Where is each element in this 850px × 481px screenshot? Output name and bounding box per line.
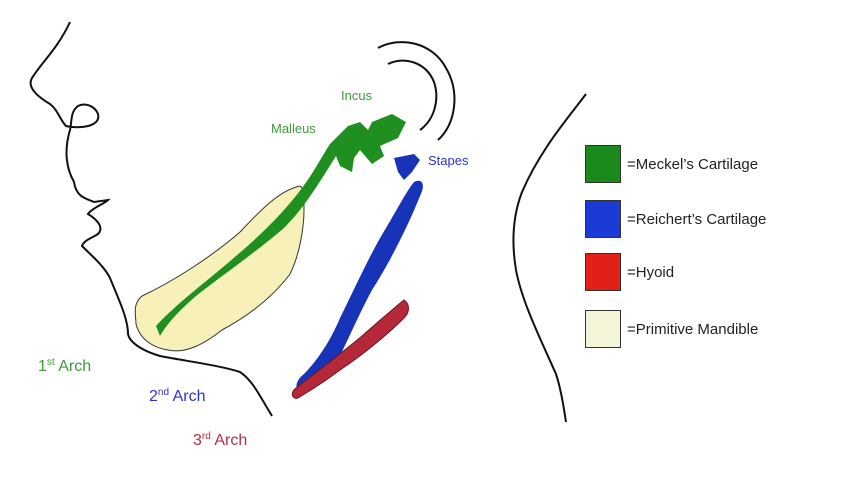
malleus-label: Malleus	[271, 121, 316, 136]
arch3-word: Arch	[211, 432, 247, 449]
legend-swatch-mandible	[585, 310, 621, 348]
legend-label-reichert: =Reichert’s Cartilage	[627, 210, 767, 228]
hyoid-shape	[291, 299, 409, 399]
legend-label-meckel: =Meckel’s Cartilage	[627, 155, 759, 173]
arch1-label: 1st Arch	[38, 357, 91, 375]
meckels-cartilage-shape	[156, 114, 406, 336]
arch2-label: 2nd Arch	[149, 387, 206, 405]
legend-item-meckel: =Meckel’s Cartilage	[585, 143, 758, 185]
legend-swatch-hyoid	[585, 253, 621, 291]
legend-swatch-reichert	[585, 200, 621, 238]
back-contour	[512, 93, 587, 423]
arch1-word: Arch	[55, 358, 91, 375]
arch3-sup: rd	[202, 431, 211, 442]
legend-label-mandible: =Primitive Mandible	[627, 320, 759, 338]
stapes-label: Stapes	[428, 153, 469, 168]
ear-outer-arc	[377, 41, 456, 141]
ear-inner-arc	[387, 59, 438, 131]
incus-label: Incus	[341, 88, 373, 103]
arch2-sup: nd	[158, 387, 169, 398]
legend-item-mandible: =Primitive Mandible	[585, 308, 758, 350]
stapes-shape	[394, 154, 420, 180]
arch2-num: 2	[149, 388, 158, 405]
arch2-word: Arch	[169, 388, 205, 405]
arch1-num: 1	[38, 358, 47, 375]
reicherts-cartilage-shape	[296, 180, 423, 392]
legend-item-reichert: =Reichert’s Cartilage	[585, 198, 766, 240]
arch3-label: 3rd Arch	[193, 431, 247, 449]
legend-label-hyoid: =Hyoid	[627, 263, 675, 281]
legend-swatch-meckel	[585, 145, 621, 183]
legend-item-hyoid: =Hyoid	[585, 251, 674, 293]
arch1-sup: st	[47, 357, 55, 368]
face-profile-outline	[29, 21, 273, 417]
arch3-num: 3	[193, 432, 202, 449]
